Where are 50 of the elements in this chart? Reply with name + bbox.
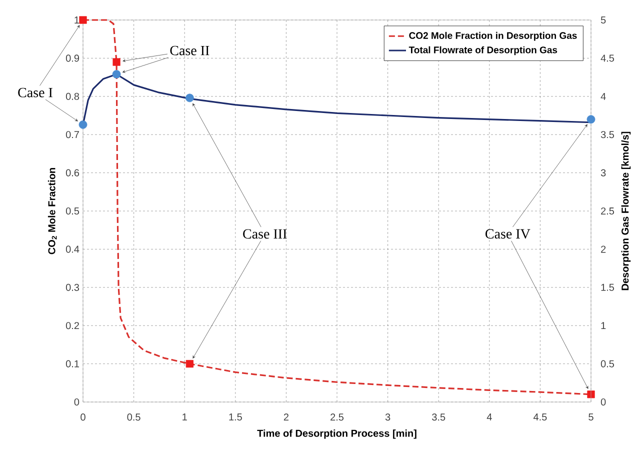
- x-tick-label: 1.5: [229, 414, 242, 421]
- y2-tick-label: 0: [600, 398, 606, 406]
- legend-label: CO2 Mole Fraction in Desorption Gas: [409, 32, 577, 41]
- y-tick-label: 0.8: [66, 92, 80, 100]
- y-tick-label: 0.5: [66, 207, 80, 215]
- y2-tick-label: 1: [601, 322, 606, 330]
- y2-tick-label: 2.5: [601, 207, 614, 215]
- x-tick-label: 4: [486, 414, 492, 420]
- x-tick-label: 3: [385, 414, 390, 421]
- y-tick-label: 0.9: [66, 54, 80, 62]
- y2-axis-title: Desorption Gas Flowrate [kmol/s]: [621, 132, 631, 290]
- y2-tick-label: 4: [600, 92, 606, 100]
- y-tick-label: 0.7: [66, 131, 79, 138]
- y2-tick-label: 2: [601, 246, 606, 253]
- y-tick-label: 0.3: [66, 284, 80, 291]
- y-tick-label: 0.4: [66, 246, 80, 253]
- x-tick-label: 3.5: [432, 414, 446, 421]
- y-tick-label: 0.2: [66, 322, 79, 330]
- y-tick-label: 0.6: [66, 169, 80, 176]
- x-tick-label: 2.5: [330, 414, 344, 421]
- y2-tick-label: 3: [600, 169, 606, 176]
- y2-tick-label: 5: [600, 16, 606, 24]
- y-tick-label: 0: [74, 398, 80, 406]
- annotation: Case II: [170, 46, 210, 56]
- x-tick-label: 5: [588, 414, 594, 421]
- point: [587, 390, 595, 398]
- point: [185, 94, 194, 102]
- y2-tick-label: 1.5: [601, 284, 614, 291]
- annotation: Case I: [18, 88, 52, 98]
- point: [112, 58, 120, 66]
- x-tick-label: 1: [182, 414, 187, 420]
- x-tick-label: 2: [284, 414, 288, 421]
- point: [186, 360, 194, 368]
- x-tick-label: 0.5: [127, 414, 140, 421]
- annotation: Case III: [243, 229, 287, 239]
- point: [586, 115, 596, 124]
- x-tick-label: 4.5: [533, 414, 547, 421]
- point: [79, 16, 87, 24]
- y2-tick-label: 4.5: [600, 54, 614, 62]
- annotation: Case IV: [486, 229, 530, 239]
- y-tick-label: 0.1: [66, 360, 79, 368]
- point: [78, 120, 88, 129]
- legend-label: Total Flowrate of Desorption Gas: [408, 46, 558, 56]
- x-axis-title: Time of Desorption Process [min]: [257, 429, 416, 439]
- x-tick-label: 0: [80, 414, 86, 421]
- y2-tick-label: 0.5: [600, 360, 614, 368]
- point: [112, 70, 121, 78]
- y-tick-label: 1: [74, 16, 79, 24]
- y-axis-title: CO$_{2}$ Mole Fraction: [48, 168, 57, 254]
- y2-tick-label: 3.5: [600, 131, 614, 138]
